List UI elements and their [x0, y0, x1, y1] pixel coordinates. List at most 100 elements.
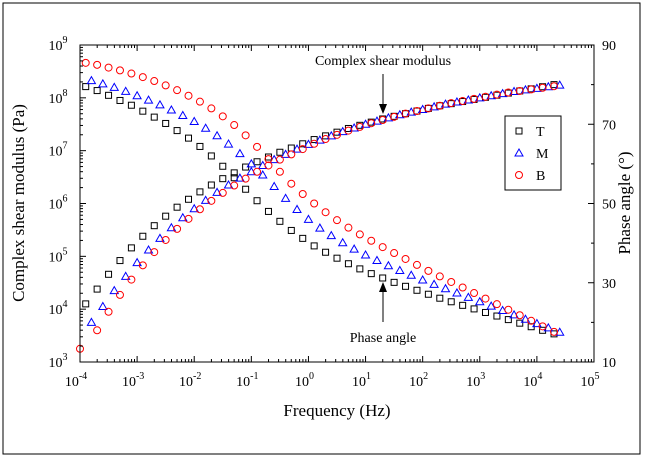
phase-point-m — [109, 82, 120, 91]
modulus-point-b — [412, 107, 421, 116]
phase-point-t — [333, 254, 341, 262]
legend-label-m: M — [536, 147, 549, 162]
phase-point-m — [132, 90, 142, 100]
legend-marker-m — [514, 147, 524, 157]
y-tick-label-exponent: 9 — [63, 35, 68, 46]
phase-point-t — [310, 242, 318, 250]
phase-point-m — [474, 296, 485, 306]
phase-point-b — [275, 167, 284, 176]
x-tick-label-exponent: -3 — [136, 371, 144, 382]
phase-point-b — [367, 236, 376, 245]
phase-point-b — [93, 60, 102, 69]
modulus-point-b — [527, 85, 536, 94]
x-tick-label: 10-1 — [236, 371, 258, 390]
phase-point-m — [177, 110, 188, 120]
phase-point-b — [401, 254, 410, 263]
y-tick-label-base: 10 — [49, 356, 63, 371]
phase-point-m — [200, 123, 211, 132]
modulus-point-b — [550, 82, 559, 91]
modulus-point-b — [504, 88, 513, 97]
phase-point-t — [253, 197, 261, 205]
phase-point-m — [463, 292, 474, 301]
phase-point-b — [447, 277, 456, 286]
modulus-point-t — [253, 158, 261, 166]
phase-point-m — [429, 279, 439, 288]
phase-point-t — [127, 101, 135, 109]
x-tick-label: 101 — [352, 371, 371, 390]
phase-point-t — [242, 185, 250, 193]
phase-point-b — [310, 199, 319, 208]
y-tick-label: 105 — [49, 246, 68, 265]
x-tick-label-exponent: 1 — [366, 371, 371, 382]
modulus-point-t — [196, 188, 204, 196]
x-tick-label: 103 — [466, 371, 485, 390]
phase-point-b — [173, 86, 182, 95]
modulus-point-t — [173, 203, 181, 211]
phase-point-b — [538, 322, 547, 331]
modulus-point-m — [132, 257, 142, 267]
modulus-point-t — [93, 285, 101, 293]
y-tick-label: 106 — [49, 194, 68, 213]
modulus-point-t — [310, 136, 318, 144]
y-tick-label-exponent: 5 — [63, 246, 68, 257]
phase-point-t — [185, 134, 193, 142]
legend-marker-t — [515, 127, 523, 135]
phase-point-m — [372, 255, 382, 265]
x-tick-label-base: 10 — [179, 375, 193, 390]
phase-point-b — [355, 230, 364, 239]
legend-marker-b — [515, 171, 523, 179]
modulus-point-b — [195, 205, 204, 214]
phase-point-b — [378, 243, 387, 252]
phase-point-m — [406, 270, 417, 279]
phase-point-b — [412, 260, 421, 269]
modulus-point-t — [185, 195, 193, 203]
phase-point-m — [383, 260, 394, 270]
phase-point-t — [504, 316, 512, 324]
phase-point-t — [413, 286, 421, 294]
modulus-point-b — [230, 181, 239, 190]
phase-point-b — [470, 289, 479, 298]
y2-tick-label: 70 — [602, 118, 616, 133]
x-tick-label-base: 10 — [409, 375, 423, 390]
phase-point-m — [360, 250, 371, 259]
phase-point-t — [264, 207, 272, 215]
y2-axis-title: Phase angle (°) — [615, 151, 634, 254]
phase-point-b — [481, 294, 490, 303]
phase-point-m — [257, 169, 268, 179]
phase-point-b — [150, 77, 159, 86]
phase-point-b — [333, 216, 341, 225]
modulus-point-t — [299, 140, 307, 148]
modulus-point-t — [230, 169, 238, 177]
phase-point-t — [116, 96, 124, 104]
y-tick-label-base: 10 — [49, 303, 63, 318]
phase-point-b — [435, 272, 444, 281]
phase-point-t — [173, 127, 181, 135]
modulus-point-b — [264, 161, 273, 170]
phase-point-b — [390, 249, 399, 258]
modulus-point-t — [139, 232, 147, 240]
y-tick-label: 104 — [49, 299, 68, 318]
modulus-point-t — [105, 270, 113, 278]
phase-point-t — [322, 248, 330, 256]
y2-axis-ticks: 10 30 50 70 90 — [588, 39, 616, 371]
phase-point-b — [492, 300, 501, 309]
annotation-modulus: Complex shear modulus — [315, 54, 451, 69]
y-tick-label-base: 10 — [49, 250, 63, 265]
modulus-point-t — [207, 181, 215, 189]
phase-point-m — [86, 75, 97, 85]
phase-point-t — [287, 226, 295, 234]
modulus-point-m — [97, 301, 108, 311]
x-axis-title: Frequency (Hz) — [283, 401, 390, 420]
phase-point-t — [516, 319, 524, 327]
phase-point-m — [337, 237, 348, 247]
annotation-modulus-arrowhead — [379, 104, 387, 114]
phase-point-t — [390, 278, 398, 286]
modulus-point-b — [93, 326, 102, 335]
modulus-point-b — [470, 94, 479, 103]
phase-point-b — [195, 97, 204, 106]
modulus-point-b — [321, 135, 330, 144]
x-tick-label-exponent: -1 — [250, 371, 258, 382]
